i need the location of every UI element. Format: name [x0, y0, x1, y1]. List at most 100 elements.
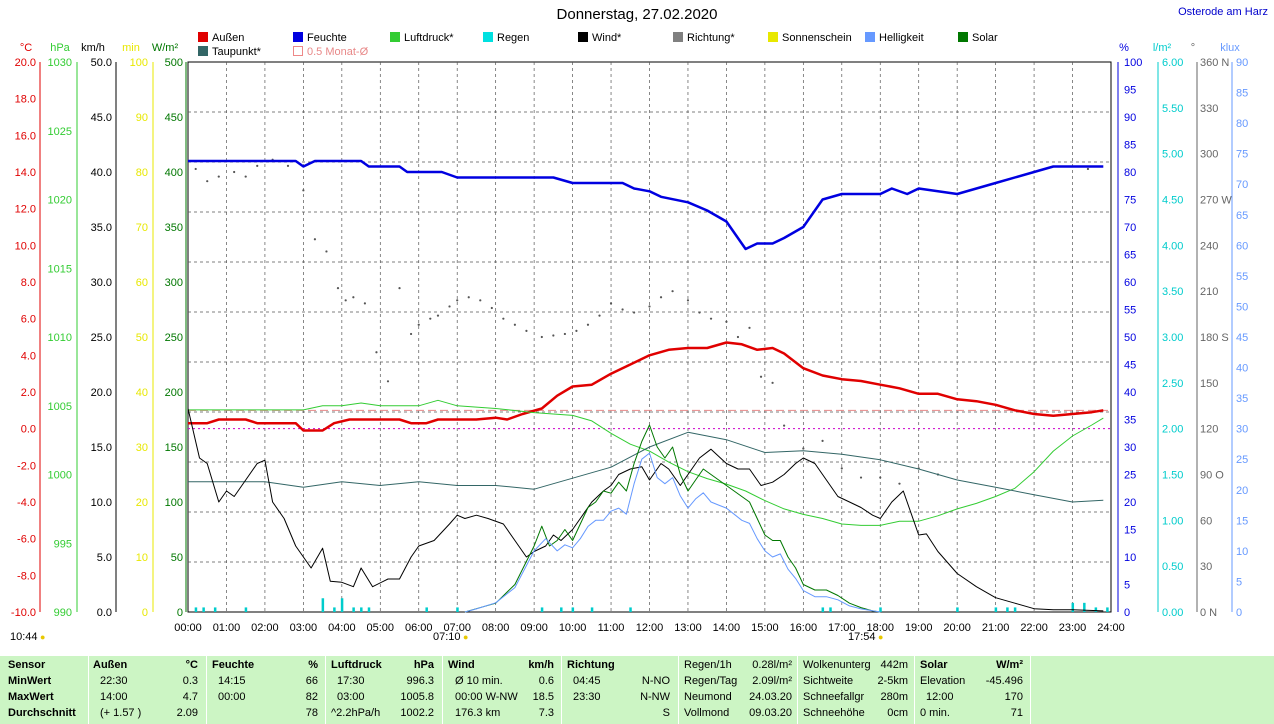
rain-bar — [994, 607, 998, 612]
legend-item: Regen — [483, 32, 529, 44]
weather-chart: 00:00 01:00 02:00 03:00 04:00 05:00 06:00 07:00… — [11, 42, 1248, 634]
wind-max-value: 18.5 — [532, 691, 554, 703]
axis-tick-direction: 90 O — [1200, 470, 1224, 482]
sunshine-minutes: 0 min. — [920, 707, 950, 719]
direction-point — [859, 476, 863, 479]
plot-area — [187, 61, 1112, 613]
sichtweite-value: 2-5km — [877, 675, 908, 687]
time-tick-label: 08:00 — [482, 622, 510, 634]
axis-tick-wind: 40.0 — [91, 167, 112, 179]
axis-tick-temp: -6.0 — [17, 534, 36, 546]
axis-tick-lux: 65 — [1236, 210, 1248, 222]
axis-tick-pressure: 1030 — [48, 57, 72, 69]
axis-tick-temp: 2.0 — [21, 387, 36, 399]
direction-point — [479, 299, 482, 302]
axis-tick-pressure: 1025 — [48, 126, 72, 138]
axis-tick-humidity: 100 — [1124, 57, 1142, 69]
wind-distance: 176.3 km — [455, 707, 501, 719]
direction-point — [771, 381, 774, 384]
direction-point — [502, 317, 505, 320]
direction-point — [1086, 167, 1090, 171]
axis-tick-lux: 60 — [1236, 240, 1248, 252]
sunrise-icon: ● — [460, 632, 469, 642]
series-solar — [464, 424, 881, 613]
legend-swatch — [198, 32, 208, 42]
elevation-label: Elevation — [920, 675, 966, 687]
axis-tick-pressure: 1015 — [48, 263, 72, 275]
aussen-head: Außen — [93, 659, 128, 671]
axis-tick-temp: 6.0 — [21, 314, 36, 326]
rain-bar — [879, 607, 882, 612]
legend-item: Richtung* — [673, 32, 735, 44]
direction-point — [490, 306, 493, 310]
time-tick-label: 19:00 — [905, 622, 933, 634]
direction-point — [821, 439, 824, 442]
sunrise-label: 07:10 — [433, 631, 461, 643]
axis-tick-pressure: 1005 — [48, 401, 72, 413]
rain-bar — [340, 598, 344, 612]
richtung-avg-value: S — [662, 707, 670, 719]
axis-tick-wind: 35.0 — [91, 222, 112, 234]
time-tick-label: 10:00 — [559, 622, 587, 634]
rain-bar — [333, 607, 336, 612]
axis-tick-direction: 180 S — [1200, 332, 1229, 344]
direction-point — [436, 314, 440, 317]
legend-label: Wind* — [592, 32, 622, 44]
solar-avg-value: 71 — [1010, 707, 1023, 719]
axis-tick-humidity: 30 — [1124, 442, 1136, 454]
axis-tick-sunmin: 90 — [136, 112, 148, 124]
axis-tick-wind: 20.0 — [91, 387, 112, 399]
direction-point — [244, 175, 247, 178]
direction-point — [233, 170, 236, 174]
axis-tick-sunmin: 20 — [136, 497, 148, 509]
time-tick-label: 24:00 — [1097, 622, 1125, 634]
direction-point — [686, 299, 690, 302]
axis-tick-humidity: 90 — [1124, 112, 1136, 124]
direction-point — [609, 302, 613, 305]
aussen-max-value: 4.7 — [182, 691, 198, 703]
direction-point — [217, 175, 220, 178]
direction-point — [725, 320, 728, 323]
axis-tick-humidity: 5 — [1124, 580, 1130, 592]
rain-bar — [821, 607, 825, 612]
axis-tick-direction: 240 — [1200, 240, 1218, 252]
rain-bar — [1071, 602, 1075, 612]
luftdruck-max-value: 1005.8 — [400, 691, 434, 703]
axis-tick-lux: 10 — [1236, 546, 1248, 558]
wind-max-time: 00:00 W-NW — [455, 691, 518, 703]
axis-tick-humidity: 10 — [1124, 552, 1136, 564]
axis-tick-sunmin: 10 — [136, 552, 148, 564]
summary-label-max: MaxWert — [8, 691, 54, 703]
axis-tick-direction: 0 N — [1200, 607, 1217, 619]
direction-point — [363, 302, 367, 305]
axis-tick-humidity: 65 — [1124, 250, 1136, 262]
axis-tick-humidity: 85 — [1124, 140, 1136, 152]
direction-point — [552, 334, 555, 337]
axis-tick-direction: 330 — [1200, 103, 1218, 115]
luftdruck-avg-value: 1002.2 — [400, 707, 434, 719]
axis-tick-lux: 50 — [1236, 301, 1248, 313]
legend-label: Feuchte — [307, 32, 347, 44]
axis-tick-sunmin: 40 — [136, 387, 148, 399]
luftdruck-max-time: 03:00 — [337, 691, 365, 703]
direction-point — [648, 305, 651, 308]
axis-tick-rain: 2.00 — [1162, 424, 1183, 436]
direction-point — [206, 180, 209, 183]
legend-swatch — [768, 32, 778, 42]
axis-tick-sunmin: 70 — [136, 222, 148, 234]
legend-swatch — [578, 32, 588, 42]
series-taupunkt — [188, 431, 1104, 503]
chart-title: Donnerstag, 27.02.2020 — [556, 6, 718, 23]
legend-swatch — [483, 32, 493, 42]
wolken-value: 442m — [880, 659, 908, 671]
axis-unit-sunmin: min — [122, 42, 140, 54]
rain-bar — [829, 607, 832, 612]
axis-unit-solar: W/m² — [152, 42, 179, 54]
direction-point — [621, 308, 624, 311]
neumond-label: Neumond — [684, 691, 732, 703]
axis-tick-direction: 360 N — [1200, 57, 1229, 69]
axis-tick-temp: 8.0 — [21, 277, 36, 289]
axis-tick-wind: 45.0 — [91, 112, 112, 124]
station-link[interactable]: Osterode am Harz — [1178, 6, 1268, 18]
time-tick-label: 14:00 — [713, 622, 741, 634]
